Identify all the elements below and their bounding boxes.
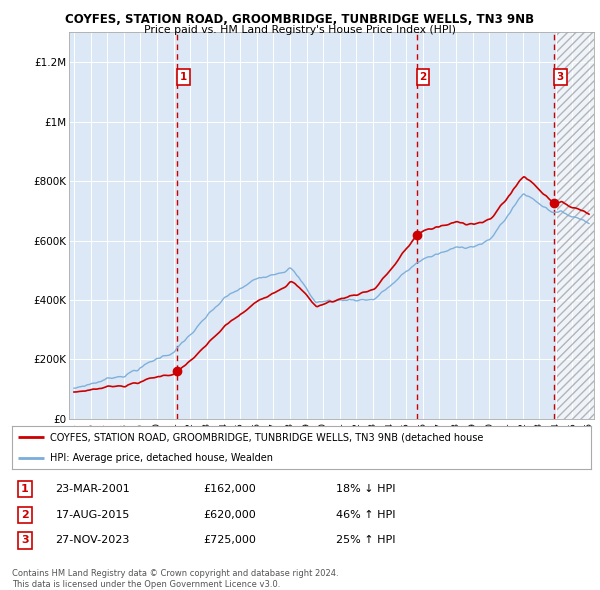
Text: COYFES, STATION ROAD, GROOMBRIDGE, TUNBRIDGE WELLS, TN3 9NB (detached house: COYFES, STATION ROAD, GROOMBRIDGE, TUNBR…: [50, 432, 483, 442]
Text: COYFES, STATION ROAD, GROOMBRIDGE, TUNBRIDGE WELLS, TN3 9NB: COYFES, STATION ROAD, GROOMBRIDGE, TUNBR…: [65, 13, 535, 26]
Text: £162,000: £162,000: [203, 484, 256, 494]
Text: HPI: Average price, detached house, Wealden: HPI: Average price, detached house, Weal…: [50, 453, 272, 463]
Text: 18% ↓ HPI: 18% ↓ HPI: [336, 484, 396, 494]
Text: 1: 1: [180, 72, 187, 82]
Text: 2: 2: [21, 510, 29, 520]
Text: 1: 1: [21, 484, 29, 494]
Text: 23-MAR-2001: 23-MAR-2001: [55, 484, 130, 494]
Text: 46% ↑ HPI: 46% ↑ HPI: [336, 510, 396, 520]
Text: 27-NOV-2023: 27-NOV-2023: [55, 536, 130, 545]
Text: Contains HM Land Registry data © Crown copyright and database right 2024.
This d: Contains HM Land Registry data © Crown c…: [12, 569, 338, 589]
Text: 3: 3: [21, 536, 29, 545]
Text: Price paid vs. HM Land Registry's House Price Index (HPI): Price paid vs. HM Land Registry's House …: [144, 25, 456, 35]
Text: 2: 2: [419, 72, 427, 82]
Text: £725,000: £725,000: [203, 536, 256, 545]
Text: 25% ↑ HPI: 25% ↑ HPI: [336, 536, 396, 545]
Text: £620,000: £620,000: [203, 510, 256, 520]
Bar: [557, 32, 594, 419]
Text: 17-AUG-2015: 17-AUG-2015: [55, 510, 130, 520]
Text: 3: 3: [557, 72, 564, 82]
